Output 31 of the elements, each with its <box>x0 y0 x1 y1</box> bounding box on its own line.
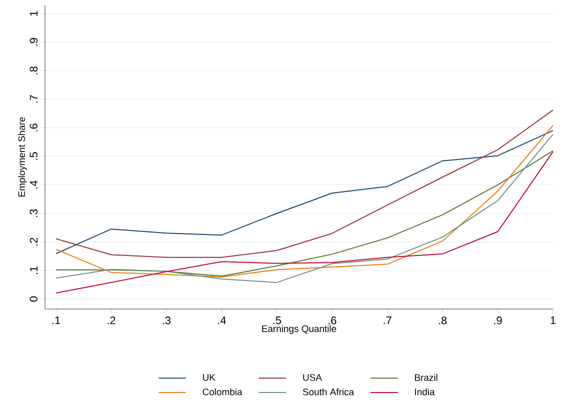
legend-label: India <box>415 388 435 396</box>
legend-label: UK <box>203 374 216 381</box>
line-series <box>56 130 554 254</box>
y-tick-label: 0 <box>30 296 38 302</box>
y-tick-label: .5 <box>30 152 38 160</box>
y-tick-label: .2 <box>30 238 38 246</box>
y-tick-label: 1 <box>30 11 38 16</box>
legend-label: Brazil <box>415 374 438 381</box>
y-tick-label: .9 <box>30 38 38 46</box>
x-tick-label: .9 <box>494 316 502 324</box>
y-tick-label: .4 <box>30 180 38 188</box>
y-tick-label: .1 <box>30 266 38 274</box>
line-series <box>56 110 554 258</box>
legend-label: USA <box>303 374 322 381</box>
y-tick-label: .7 <box>30 95 38 103</box>
x-tick-label: .6 <box>328 316 336 324</box>
x-tick-label: .5 <box>273 316 282 324</box>
y-axis-title: Employment Share <box>18 117 27 196</box>
y-tick-label: .6 <box>30 124 38 132</box>
x-tick-label: .3 <box>162 316 171 324</box>
x-tick-label: 1 <box>550 316 556 324</box>
x-tick-label: .2 <box>108 316 116 324</box>
y-tick-label: .3 <box>30 209 38 217</box>
y-tick-label: .8 <box>30 66 38 74</box>
legend-label: Colombia <box>202 388 242 396</box>
x-tick-label: .1 <box>52 316 60 324</box>
legend-label: South Africa <box>302 388 354 396</box>
x-tick-label: .7 <box>384 316 392 324</box>
x-tick-label: .4 <box>218 316 226 324</box>
x-axis-title: Earnings Quantile <box>262 325 336 334</box>
x-tick-label: .8 <box>438 316 447 324</box>
